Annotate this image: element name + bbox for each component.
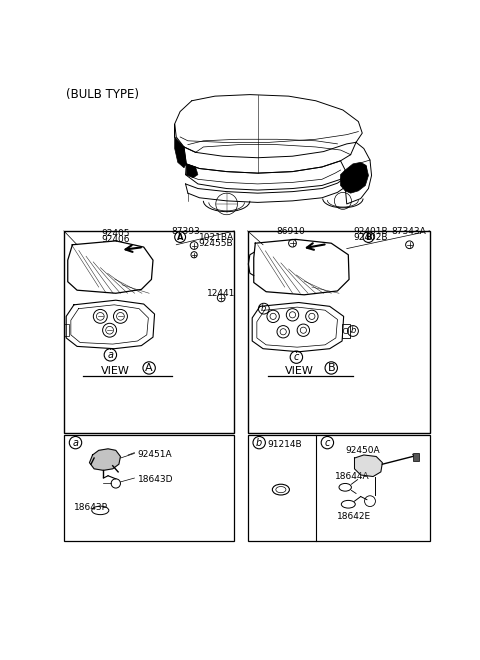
Text: 18642E: 18642E [337,512,372,521]
Text: 92451A: 92451A [137,450,172,459]
Polygon shape [89,449,120,471]
Text: a: a [72,438,79,447]
Text: 1021BA: 1021BA [199,233,234,242]
Text: 92455B: 92455B [199,240,233,248]
Text: A: A [177,232,183,242]
Text: b: b [256,438,262,447]
Polygon shape [186,164,198,178]
Bar [413,453,419,461]
Text: VIEW: VIEW [285,366,314,376]
Bar [64,435,234,541]
Text: 18644A: 18644A [335,472,370,481]
Bar [64,324,69,335]
Bar [248,231,430,434]
Text: a: a [108,350,113,360]
Polygon shape [340,162,369,193]
Text: b: b [350,327,356,335]
Text: 91214B: 91214B [268,440,302,449]
Text: 92406: 92406 [102,235,130,244]
Text: 92402B: 92402B [353,233,387,242]
Text: B: B [327,362,335,372]
Bar [342,324,350,338]
Text: c: c [294,352,299,362]
Text: A: A [145,362,153,372]
Bar [64,231,234,434]
Text: 92401B: 92401B [353,227,387,236]
Bar [248,435,430,541]
Text: 92405: 92405 [102,228,130,238]
Text: 92450A: 92450A [345,446,380,455]
Text: 18643D: 18643D [137,475,173,484]
Text: 87343A: 87343A [391,227,426,236]
Text: 86910: 86910 [276,227,305,236]
Text: b: b [261,304,266,313]
Text: VIEW: VIEW [101,366,130,376]
Text: (BULB TYPE): (BULB TYPE) [66,88,139,102]
Polygon shape [175,124,186,168]
Text: c: c [324,438,330,447]
Text: 18643P: 18643P [74,503,108,512]
Text: B: B [365,232,372,242]
Text: 12441: 12441 [207,288,235,298]
Polygon shape [355,455,383,477]
Text: 87393: 87393 [171,227,200,236]
